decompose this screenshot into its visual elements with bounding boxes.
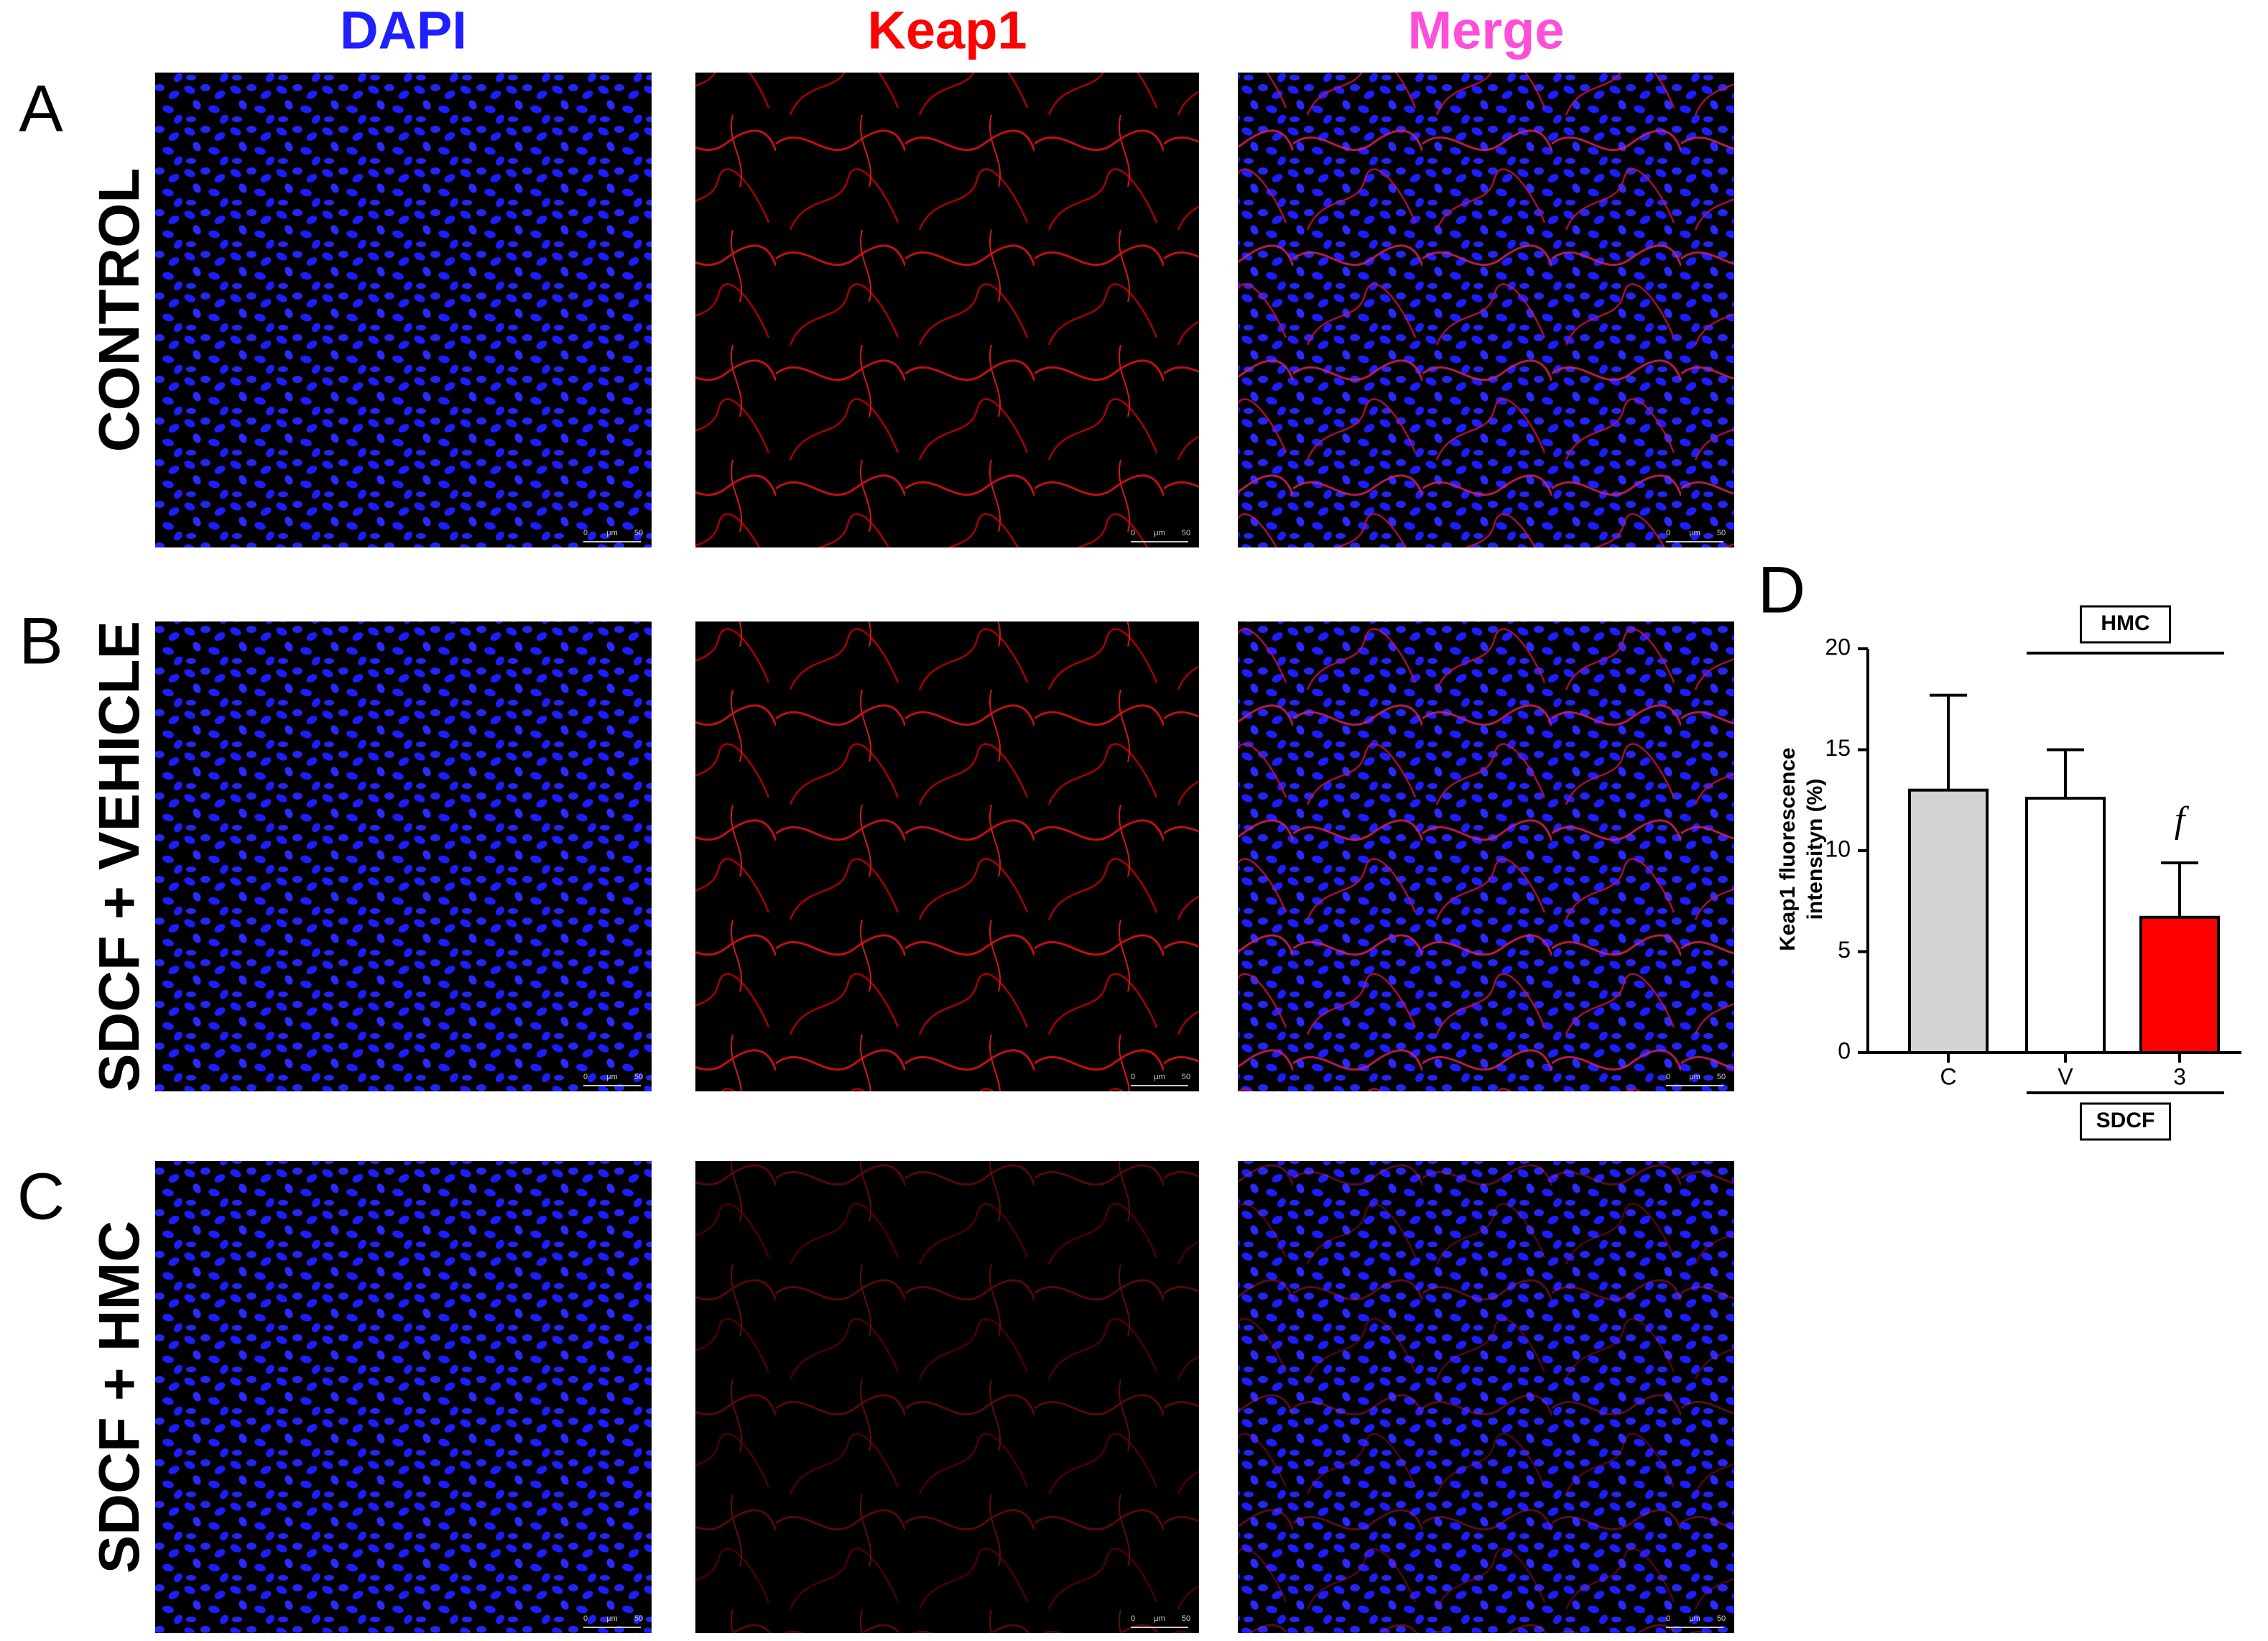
dapi-image [155,1161,652,1633]
scale-bar-label: 50 [1717,529,1726,537]
scale-bar-label: μm [1154,1614,1165,1623]
column-header: DAPI [340,1,467,60]
scale-bar-label: 50 [1717,1073,1726,1081]
group-label: SDCF [2096,1109,2155,1132]
scale-bar-label: 50 [634,1073,643,1081]
scale-bar-label: μm [1689,529,1700,537]
scale-bar-label: 0 [1666,1073,1670,1081]
scale-bar-label: 0 [1666,1614,1670,1623]
dapi-image [155,73,652,547]
keap1-image [695,73,1199,547]
panel-letter: C [17,1160,65,1233]
scale-bar-label: 0 [583,1073,588,1081]
dapi-image [155,621,652,1091]
scale-bar-label: 50 [1182,529,1190,537]
scale-bar-label: μm [1154,529,1165,537]
group-box [2080,1102,2171,1141]
y-tick-label: 15 [1825,735,1851,761]
y-axis-label: intensityn (%) [1803,779,1827,920]
keap1-image [695,1161,1199,1633]
bar [2025,796,2106,1054]
group-box [2080,605,2171,644]
scale-bar-label: μm [1689,1614,1700,1623]
scale-bar-label: μm [1689,1073,1700,1081]
scale-bar-label: 0 [1666,529,1670,537]
bar [1908,788,1989,1054]
panel-letter: D [1758,553,1805,627]
merge-overlay [1238,621,1734,1091]
scale-bar-label: 0 [1131,1073,1135,1081]
column-header: Merge [1408,1,1565,60]
row-label: CONTROL [87,168,151,453]
x-tick-label: 3 [2173,1063,2186,1089]
scale-bar-label: 0 [1131,529,1135,537]
scale-bar-label: μm [606,1073,618,1081]
row-label: SDCF + HMC [87,1221,151,1573]
bar [2139,915,2220,1054]
keap1-image [695,621,1199,1091]
y-tick-label: 20 [1825,634,1851,660]
row-label: SDCF + VEHICLE [87,621,151,1092]
significance-mark: f [2175,800,2190,841]
y-tick-label: 10 [1825,836,1851,861]
x-tick-label: C [1940,1063,1956,1089]
panel-letter: A [19,72,63,145]
scale-bar-label: 50 [1182,1614,1190,1623]
group-label: HMC [2101,611,2149,635]
merge-overlay [1238,73,1734,547]
scale-bar-label: 50 [634,1614,643,1623]
scale-bar-label: 0 [1131,1614,1135,1623]
x-tick-label: V [2058,1063,2073,1089]
scale-bar-label: μm [606,1614,618,1623]
y-axis-label: Keap1 fluorescence [1776,747,1800,951]
y-tick-label: 0 [1838,1037,1851,1063]
merge-overlay [1238,1161,1734,1633]
column-header: Keap1 [867,1,1027,60]
scale-bar-label: 50 [1717,1614,1726,1623]
scale-bar-label: 50 [634,529,643,537]
scale-bar-label: 0 [583,1614,588,1623]
scale-bar-label: 0 [583,529,588,537]
scale-bar-label: μm [1154,1073,1165,1081]
panel-letter: B [19,604,63,678]
scale-bar-label: μm [606,529,618,537]
scale-bar-label: 50 [1182,1073,1190,1081]
y-tick-label: 5 [1838,937,1851,963]
